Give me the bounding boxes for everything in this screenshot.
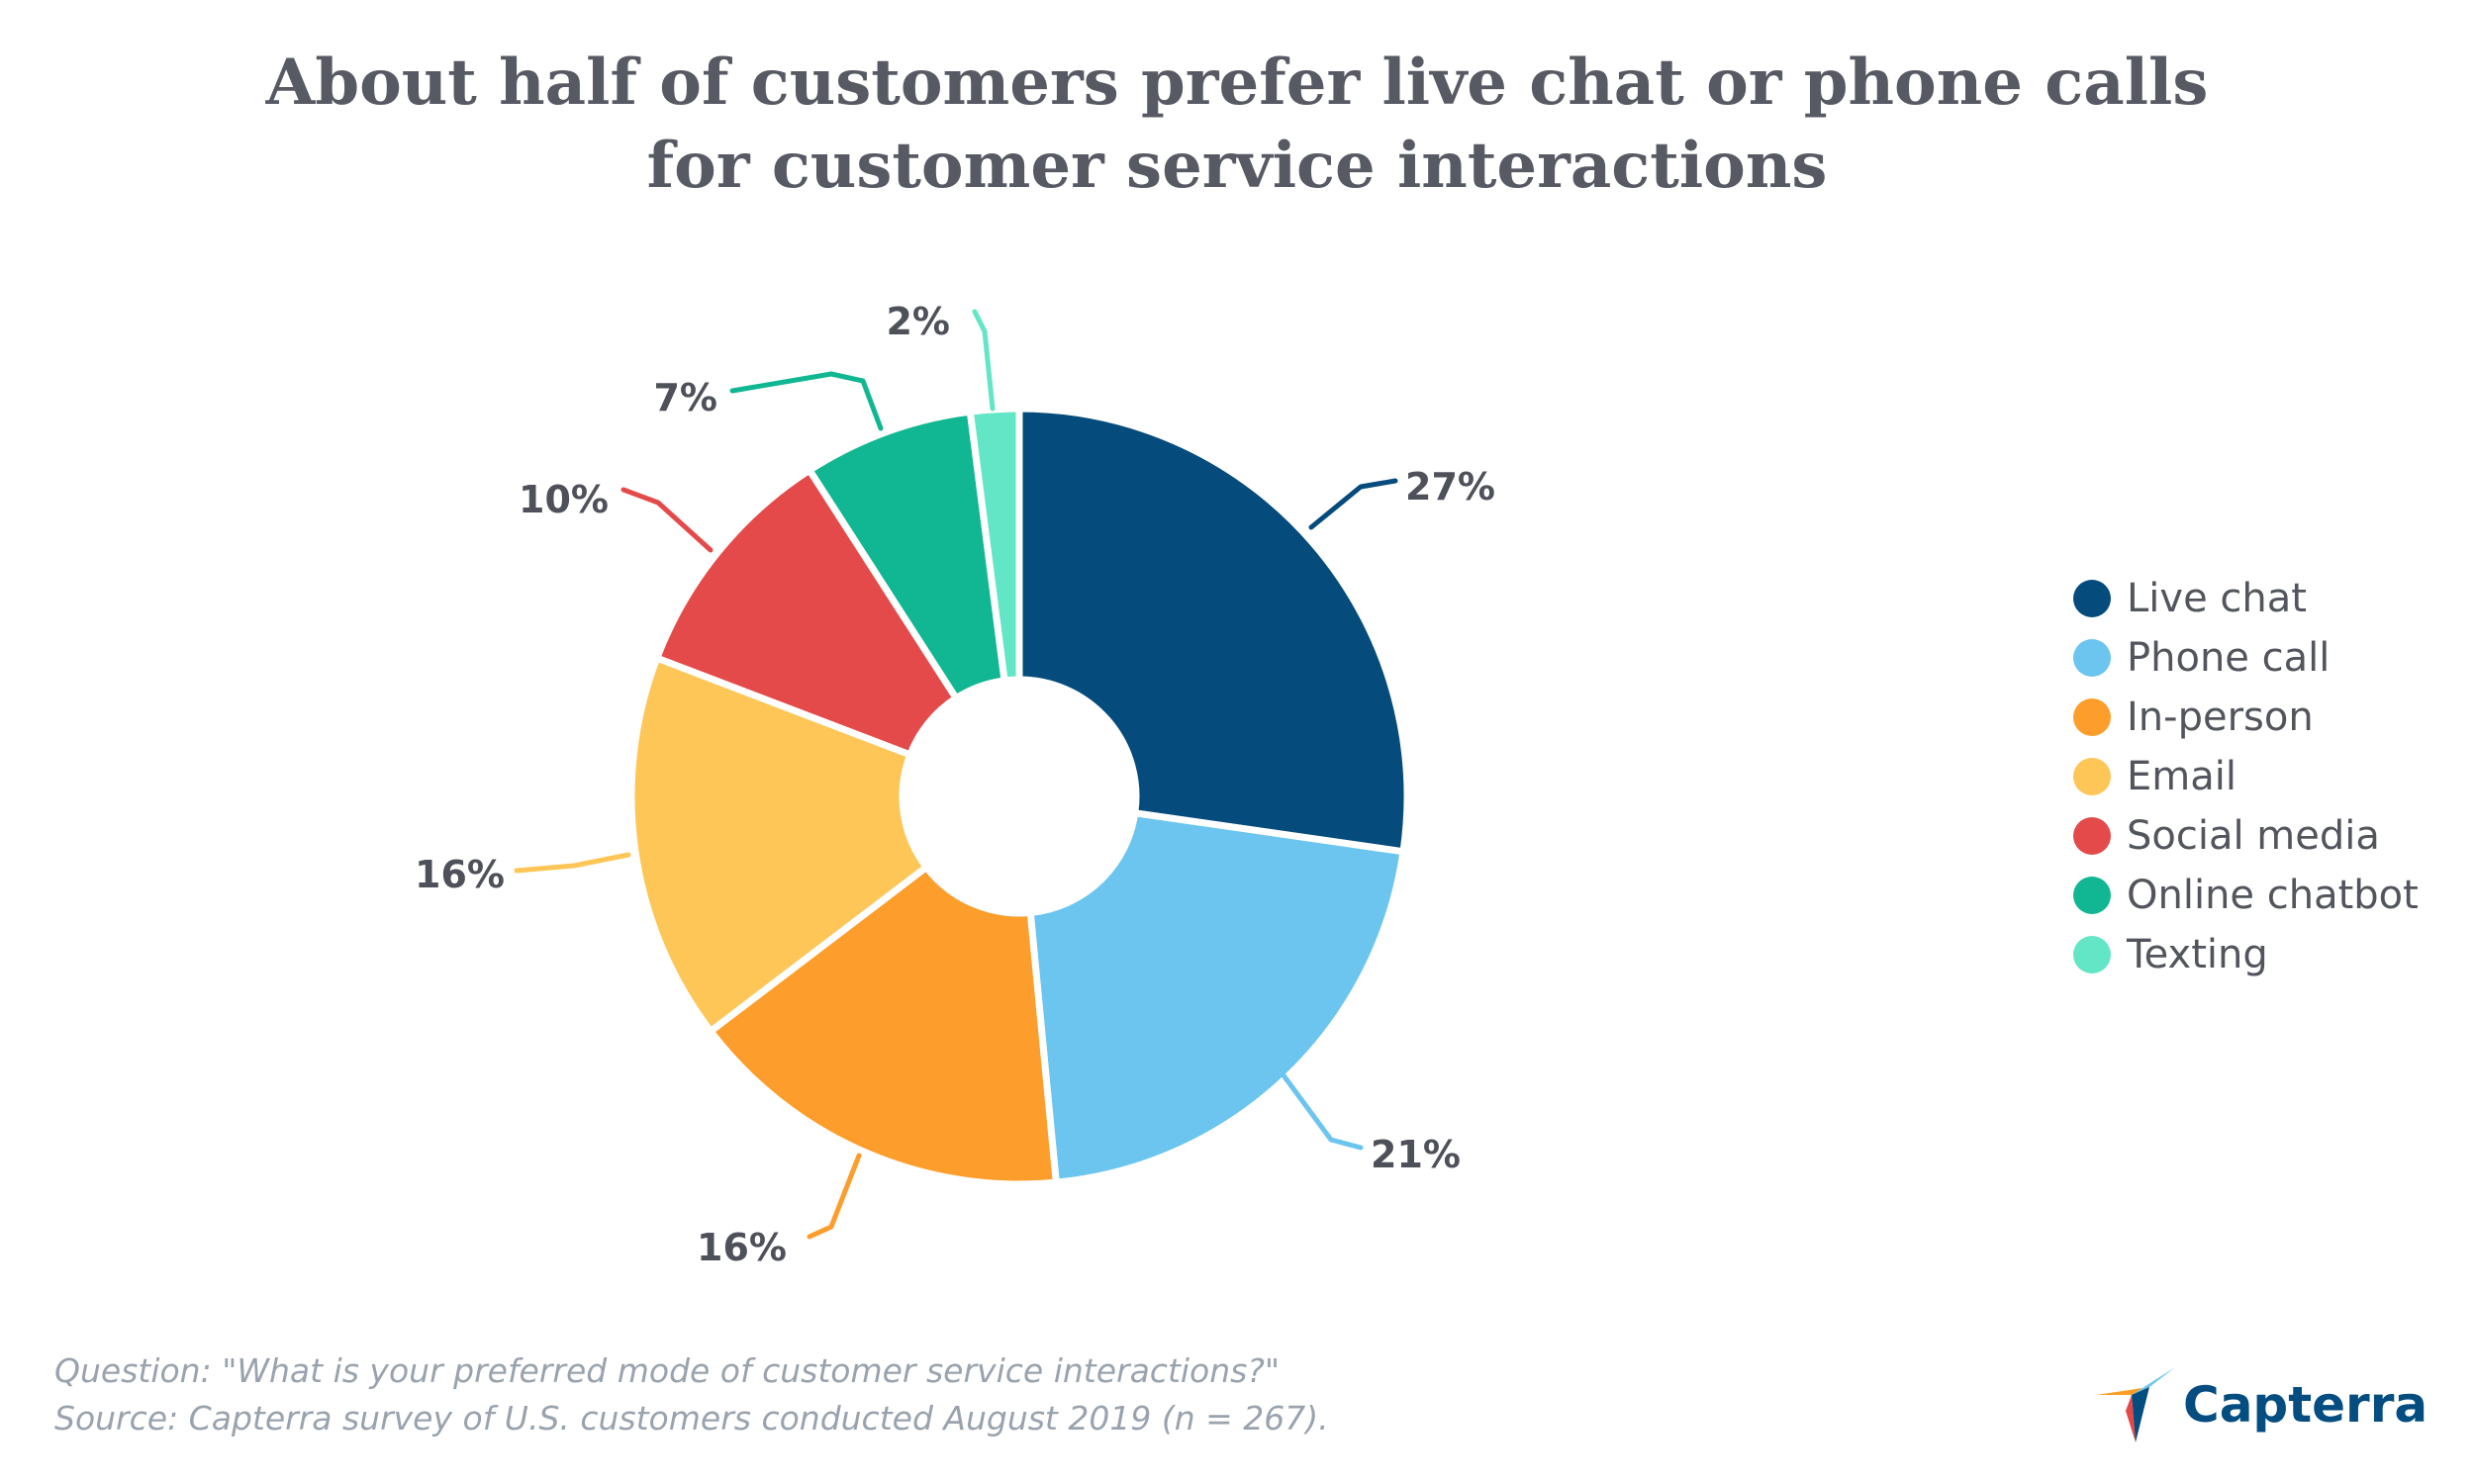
capterra-logo: Capterra xyxy=(2096,1367,2427,1442)
leader-line-in-person xyxy=(807,1153,862,1240)
legend-label-live-chat: Live chat xyxy=(2127,576,2307,621)
data-label-social-media: 10% xyxy=(519,478,609,521)
legend-swatch-live-chat xyxy=(2073,580,2111,617)
slice-phone-call xyxy=(1026,809,1407,1186)
legend-label-email: Email xyxy=(2127,754,2236,799)
legend-label-online-chatbot: Online chatbot xyxy=(2127,873,2419,918)
legend-swatch-social-media xyxy=(2073,817,2111,855)
data-label-phone-call: 21% xyxy=(1371,1133,1461,1176)
slice-social-media xyxy=(653,466,960,759)
slice-live-chat xyxy=(1015,405,1411,856)
data-label-in-person: 16% xyxy=(697,1226,787,1269)
legend-item-phone-call: Phone call xyxy=(2073,628,2419,688)
legend-swatch-email xyxy=(2073,758,2111,795)
legend-label-in-person: In-person xyxy=(2127,695,2314,740)
footnote-question: Question: "What is your preferred mode o… xyxy=(54,1351,1281,1390)
legend-item-live-chat: Live chat xyxy=(2073,569,2419,628)
slice-texting xyxy=(966,405,1023,685)
legend-swatch-phone-call xyxy=(2073,639,2111,677)
leader-line-social-media xyxy=(620,487,714,553)
leader-line-email xyxy=(514,852,631,874)
leader-line-online-chatbot xyxy=(729,371,884,431)
legend: Live chat Phone call In-person Email Soc… xyxy=(2073,569,2419,984)
legend-item-online-chatbot: Online chatbot xyxy=(2073,866,2419,925)
legend-swatch-in-person xyxy=(2073,698,2111,736)
legend-label-phone-call: Phone call xyxy=(2127,635,2331,681)
legend-swatch-online-chatbot xyxy=(2073,877,2111,914)
data-label-live-chat: 27% xyxy=(1405,465,1495,509)
footnote-source: Source: Capterra survey of U.S. customer… xyxy=(54,1399,1329,1438)
data-label-email: 16% xyxy=(415,853,505,896)
legend-item-in-person: In-person xyxy=(2073,688,2419,747)
chart-title-line-2: for customer service interactions xyxy=(646,129,1828,203)
legend-item-texting: Texting xyxy=(2073,925,2419,984)
leader-line-phone-call xyxy=(1281,1072,1364,1151)
chart-title-line-1: About half of customers prefer live chat… xyxy=(265,46,2209,120)
data-label-online-chatbot: 7% xyxy=(653,376,717,419)
legend-item-email: Email xyxy=(2073,747,2419,806)
legend-label-texting: Texting xyxy=(2127,932,2268,977)
leader-line-texting xyxy=(972,309,996,412)
legend-label-social-media: Social media xyxy=(2127,813,2380,859)
legend-swatch-texting xyxy=(2073,936,2111,974)
chart-title: About half of customers prefer live chat… xyxy=(0,42,2474,208)
capterra-logo-icon xyxy=(2096,1367,2175,1442)
data-label-texting: 2% xyxy=(886,300,950,343)
capterra-logo-text: Capterra xyxy=(2183,1376,2428,1434)
footnote: Question: "What is your preferred mode o… xyxy=(54,1347,1329,1442)
leader-line-live-chat xyxy=(1308,478,1398,530)
slice-in-person xyxy=(707,863,1060,1188)
slice-online-chatbot xyxy=(806,408,1008,702)
legend-item-social-media: Social media xyxy=(2073,806,2419,866)
slice-email xyxy=(627,654,930,1035)
